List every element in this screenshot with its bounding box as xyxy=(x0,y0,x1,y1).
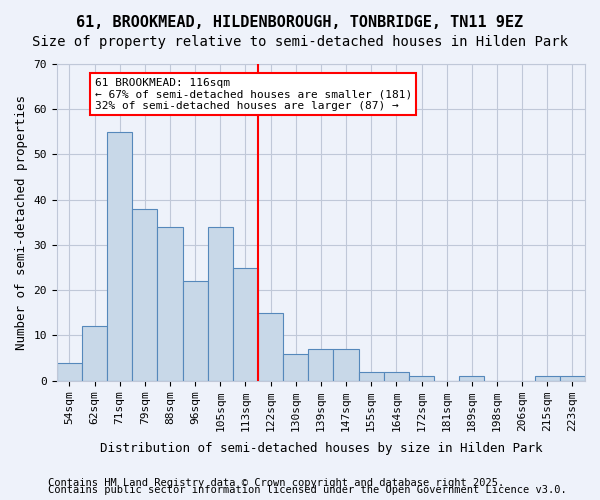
Text: Size of property relative to semi-detached houses in Hilden Park: Size of property relative to semi-detach… xyxy=(32,35,568,49)
Bar xyxy=(308,349,334,380)
Text: 61 BROOKMEAD: 116sqm
← 67% of semi-detached houses are smaller (181)
32% of semi: 61 BROOKMEAD: 116sqm ← 67% of semi-detac… xyxy=(95,78,412,111)
Bar xyxy=(57,362,82,380)
Bar xyxy=(459,376,484,380)
Y-axis label: Number of semi-detached properties: Number of semi-detached properties xyxy=(15,95,28,350)
Bar xyxy=(409,376,434,380)
Bar xyxy=(107,132,132,380)
Text: Contains HM Land Registry data © Crown copyright and database right 2025.: Contains HM Land Registry data © Crown c… xyxy=(48,478,504,488)
X-axis label: Distribution of semi-detached houses by size in Hilden Park: Distribution of semi-detached houses by … xyxy=(100,442,542,455)
Bar xyxy=(384,372,409,380)
Bar xyxy=(157,227,182,380)
Bar xyxy=(208,227,233,380)
Text: Contains public sector information licensed under the Open Government Licence v3: Contains public sector information licen… xyxy=(48,485,567,495)
Bar xyxy=(132,209,157,380)
Bar xyxy=(560,376,585,380)
Bar xyxy=(334,349,359,380)
Text: 61, BROOKMEAD, HILDENBOROUGH, TONBRIDGE, TN11 9EZ: 61, BROOKMEAD, HILDENBOROUGH, TONBRIDGE,… xyxy=(76,15,524,30)
Bar xyxy=(233,268,258,380)
Bar xyxy=(283,354,308,380)
Bar xyxy=(535,376,560,380)
Bar xyxy=(258,313,283,380)
Bar xyxy=(182,281,208,380)
Bar xyxy=(359,372,384,380)
Bar xyxy=(82,326,107,380)
